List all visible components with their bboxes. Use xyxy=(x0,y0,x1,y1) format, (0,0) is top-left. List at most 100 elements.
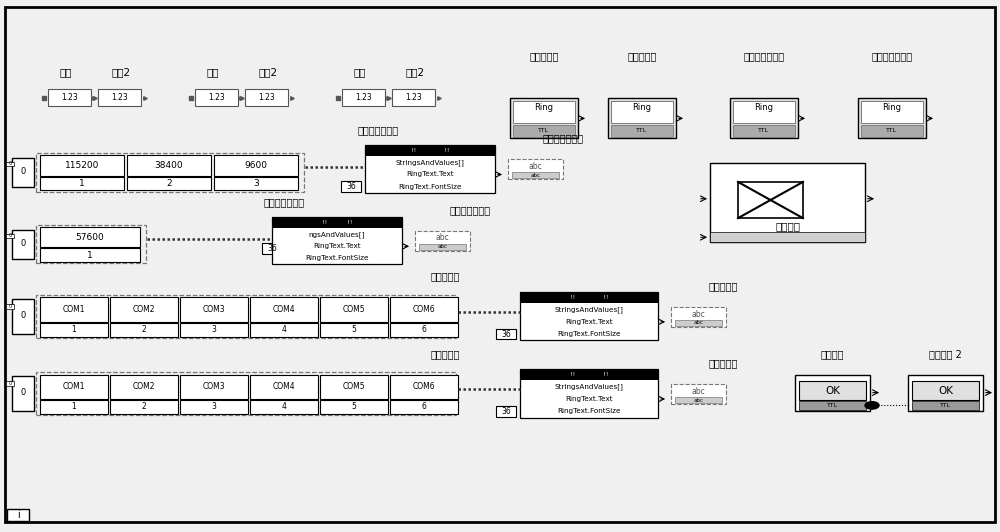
Bar xyxy=(214,155,298,176)
Bar xyxy=(262,243,282,254)
Text: 1.23: 1.23 xyxy=(61,94,78,102)
Text: 2: 2 xyxy=(166,179,172,188)
Bar xyxy=(127,155,211,176)
Bar xyxy=(733,125,795,137)
Text: 36: 36 xyxy=(346,182,356,190)
Text: 高度: 高度 xyxy=(60,67,72,77)
Text: 1.23: 1.23 xyxy=(405,94,422,102)
Text: 57600: 57600 xyxy=(76,233,104,242)
Text: 36: 36 xyxy=(501,407,511,415)
Bar xyxy=(40,400,108,414)
Text: StringsAndValues[]: StringsAndValues[] xyxy=(555,306,623,313)
Bar xyxy=(510,98,578,138)
Text: 控制串口波特率: 控制串口波特率 xyxy=(449,205,491,215)
Bar xyxy=(36,372,456,415)
Bar xyxy=(127,177,211,190)
Text: 0: 0 xyxy=(8,381,12,386)
Bar xyxy=(675,320,722,326)
Bar xyxy=(12,158,34,187)
Bar xyxy=(320,400,388,414)
Text: 惯组串口波特率: 惯组串口波特率 xyxy=(871,51,913,61)
Text: 0: 0 xyxy=(20,167,26,176)
Bar xyxy=(40,375,108,399)
Text: TTL: TTL xyxy=(758,128,770,134)
Bar xyxy=(520,292,658,340)
Bar xyxy=(861,101,923,123)
Text: 高度2: 高度2 xyxy=(111,67,131,77)
Text: 数据串口号: 数据串口号 xyxy=(529,51,559,61)
Bar xyxy=(392,89,435,106)
Bar xyxy=(195,89,238,106)
Text: abc: abc xyxy=(692,387,705,396)
Text: 0: 0 xyxy=(20,388,26,397)
Text: abc: abc xyxy=(692,310,705,319)
Bar xyxy=(513,101,575,123)
Bar xyxy=(342,89,385,106)
Bar xyxy=(799,401,866,410)
Text: 经度2: 经度2 xyxy=(258,67,278,77)
Bar xyxy=(6,234,14,238)
Text: 0: 0 xyxy=(20,311,26,320)
Text: abc: abc xyxy=(694,397,704,403)
Bar xyxy=(36,225,146,263)
Text: Ring: Ring xyxy=(633,104,652,112)
Text: COM2: COM2 xyxy=(133,383,155,391)
Text: 控制串口号: 控制串口号 xyxy=(708,359,738,368)
Bar xyxy=(36,153,304,192)
Text: RingText.Text: RingText.Text xyxy=(565,319,613,325)
Text: 控制串口波特率: 控制串口波特率 xyxy=(263,197,305,207)
Bar xyxy=(40,155,124,176)
Text: 纬度: 纬度 xyxy=(354,67,366,77)
Bar xyxy=(908,375,983,411)
Bar xyxy=(675,397,722,403)
Bar xyxy=(795,375,870,411)
Bar xyxy=(250,400,318,414)
Text: 0: 0 xyxy=(8,304,12,309)
Bar xyxy=(245,89,288,106)
Bar xyxy=(520,369,658,380)
Bar xyxy=(858,98,926,138)
Text: StringsAndValues[]: StringsAndValues[] xyxy=(555,383,623,390)
Bar xyxy=(98,89,141,106)
Bar xyxy=(611,125,673,137)
Bar xyxy=(320,297,388,322)
Bar xyxy=(419,244,466,250)
Text: 5: 5 xyxy=(352,403,356,411)
Text: RingText.Text: RingText.Text xyxy=(565,396,613,402)
Bar xyxy=(110,375,178,399)
Text: 控制串口号: 控制串口号 xyxy=(627,51,657,61)
Text: Ring: Ring xyxy=(534,104,554,112)
Text: abc: abc xyxy=(529,162,542,171)
Text: 2: 2 xyxy=(142,326,146,334)
Bar xyxy=(250,375,318,399)
Text: RingText.Text: RingText.Text xyxy=(406,171,454,178)
Bar xyxy=(250,297,318,322)
Text: 1: 1 xyxy=(72,403,76,411)
Bar xyxy=(180,323,248,337)
Bar xyxy=(272,217,402,228)
Text: TTL: TTL xyxy=(538,128,550,134)
Text: 惯组串口波特率: 惯组串口波特率 xyxy=(357,126,399,135)
Text: COM3: COM3 xyxy=(203,305,225,314)
Text: 3: 3 xyxy=(212,403,216,411)
Text: 115200: 115200 xyxy=(65,161,99,170)
Text: 0: 0 xyxy=(20,239,26,247)
Text: 1: 1 xyxy=(79,179,85,188)
Bar xyxy=(390,323,458,337)
Bar xyxy=(733,101,795,123)
Text: 4: 4 xyxy=(282,403,286,411)
Bar xyxy=(496,329,516,339)
Text: RingText.FontSize: RingText.FontSize xyxy=(305,255,369,261)
Text: TTL: TTL xyxy=(827,403,838,408)
Text: 36: 36 xyxy=(501,330,511,338)
Text: 确定按钮 2: 确定按钮 2 xyxy=(929,349,962,359)
Bar xyxy=(180,297,248,322)
Bar xyxy=(730,98,798,138)
Bar xyxy=(365,145,495,193)
Text: TTL: TTL xyxy=(940,403,951,408)
Bar xyxy=(6,381,14,386)
Bar xyxy=(390,297,458,322)
Text: 数据串口号: 数据串口号 xyxy=(708,281,738,291)
Text: 38400: 38400 xyxy=(155,161,183,170)
Text: COM5: COM5 xyxy=(343,383,365,391)
